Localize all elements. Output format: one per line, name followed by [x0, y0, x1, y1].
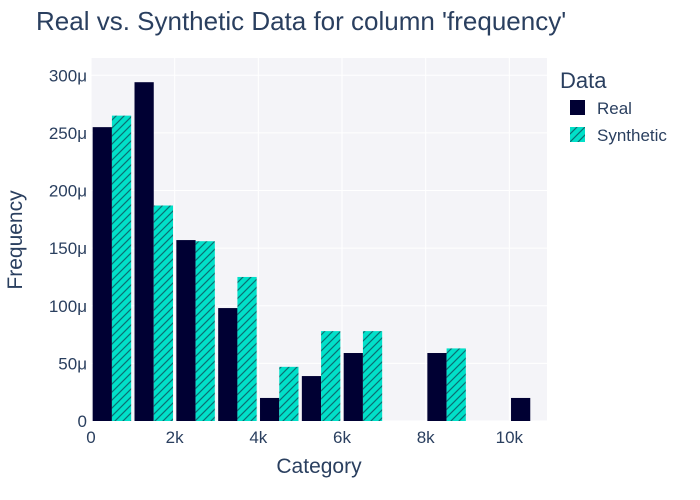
- bar-real: [134, 82, 154, 421]
- bar-synthetic: [237, 276, 257, 421]
- x-axis-ticks: 0 2k 4k 6k 8k 10k: [86, 428, 523, 447]
- bar-real: [301, 376, 322, 421]
- bar-synthetic: [362, 331, 383, 421]
- y-tick-label: 200μ: [49, 182, 87, 201]
- y-tick-label: 150μ: [49, 239, 87, 258]
- bar-real: [511, 397, 531, 421]
- bar-synthetic: [195, 241, 215, 421]
- legend-title: Data: [560, 68, 607, 93]
- bar-synthetic: [321, 331, 341, 421]
- bar-synthetic: [446, 348, 466, 421]
- y-tick-label: 300μ: [49, 66, 87, 85]
- bar-real: [343, 353, 363, 421]
- legend-real-swatch: [570, 100, 585, 115]
- x-tick-label: 4k: [249, 428, 267, 447]
- bar-real: [427, 353, 447, 421]
- y-tick-label: 250μ: [49, 124, 87, 143]
- legend-synthetic-label: Synthetic: [597, 126, 667, 145]
- y-axis-title: Frequency: [4, 190, 27, 290]
- y-tick-label: 100μ: [49, 297, 87, 316]
- x-tick-label: 2k: [166, 428, 184, 447]
- bars-synthetic: [111, 115, 466, 421]
- y-tick-label: 0: [78, 412, 87, 431]
- legend-real-label: Real: [597, 99, 632, 118]
- bar-real: [92, 127, 112, 422]
- bar-real: [260, 397, 280, 421]
- bar-real: [218, 308, 238, 421]
- bar-synthetic: [153, 205, 173, 421]
- x-tick-label: 10k: [496, 428, 524, 447]
- legend: Data Real Synthetic: [560, 68, 667, 145]
- y-axis-ticks: 0 50μ 100μ 150μ 200μ 250μ 300μ: [49, 66, 87, 431]
- bars-real: [92, 82, 531, 422]
- x-tick-label: 0: [86, 428, 95, 447]
- chart-title: Real vs. Synthetic Data for column 'freq…: [36, 6, 566, 36]
- y-tick-label: 50μ: [58, 354, 87, 373]
- x-axis-title: Category: [276, 455, 362, 478]
- x-gridlines: [90, 58, 510, 421]
- bar-synthetic: [279, 366, 299, 421]
- legend-synthetic-swatch: [570, 127, 585, 142]
- bar-synthetic: [111, 115, 132, 421]
- x-tick-label: 8k: [417, 428, 435, 447]
- x-tick-label: 6k: [333, 428, 351, 447]
- bar-real: [176, 240, 196, 421]
